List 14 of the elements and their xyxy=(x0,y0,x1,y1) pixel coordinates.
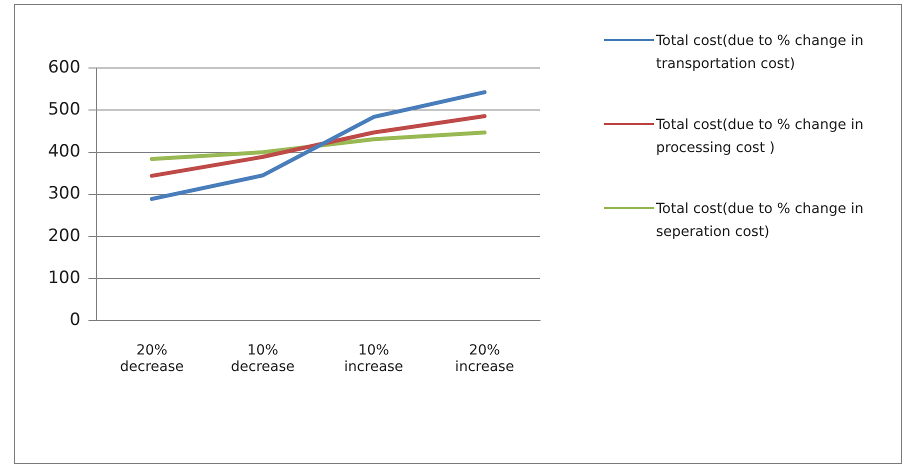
y-tick-label: 100 xyxy=(48,268,80,288)
y-tick-label: 300 xyxy=(48,184,80,204)
y-tick-label: 600 xyxy=(48,58,80,78)
legend-label: Total cost(due to % change in seperation cost) xyxy=(656,200,864,242)
legend-label: Total cost(due to % change in transportation cost) xyxy=(656,32,864,74)
x-tick-label: 20% increase xyxy=(455,342,514,376)
y-tick-label: 400 xyxy=(48,142,80,162)
y-tick-label: 500 xyxy=(48,100,80,120)
y-tick-label: 200 xyxy=(48,226,80,246)
legend-label: Total cost(due to % change in processing cost ) xyxy=(656,116,864,158)
x-tick-label: 10% increase xyxy=(344,342,404,376)
x-tick-label: 20% decrease xyxy=(120,342,184,376)
y-tick-label: 0 xyxy=(70,310,80,330)
x-tick-label: 10% decrease xyxy=(230,342,295,376)
